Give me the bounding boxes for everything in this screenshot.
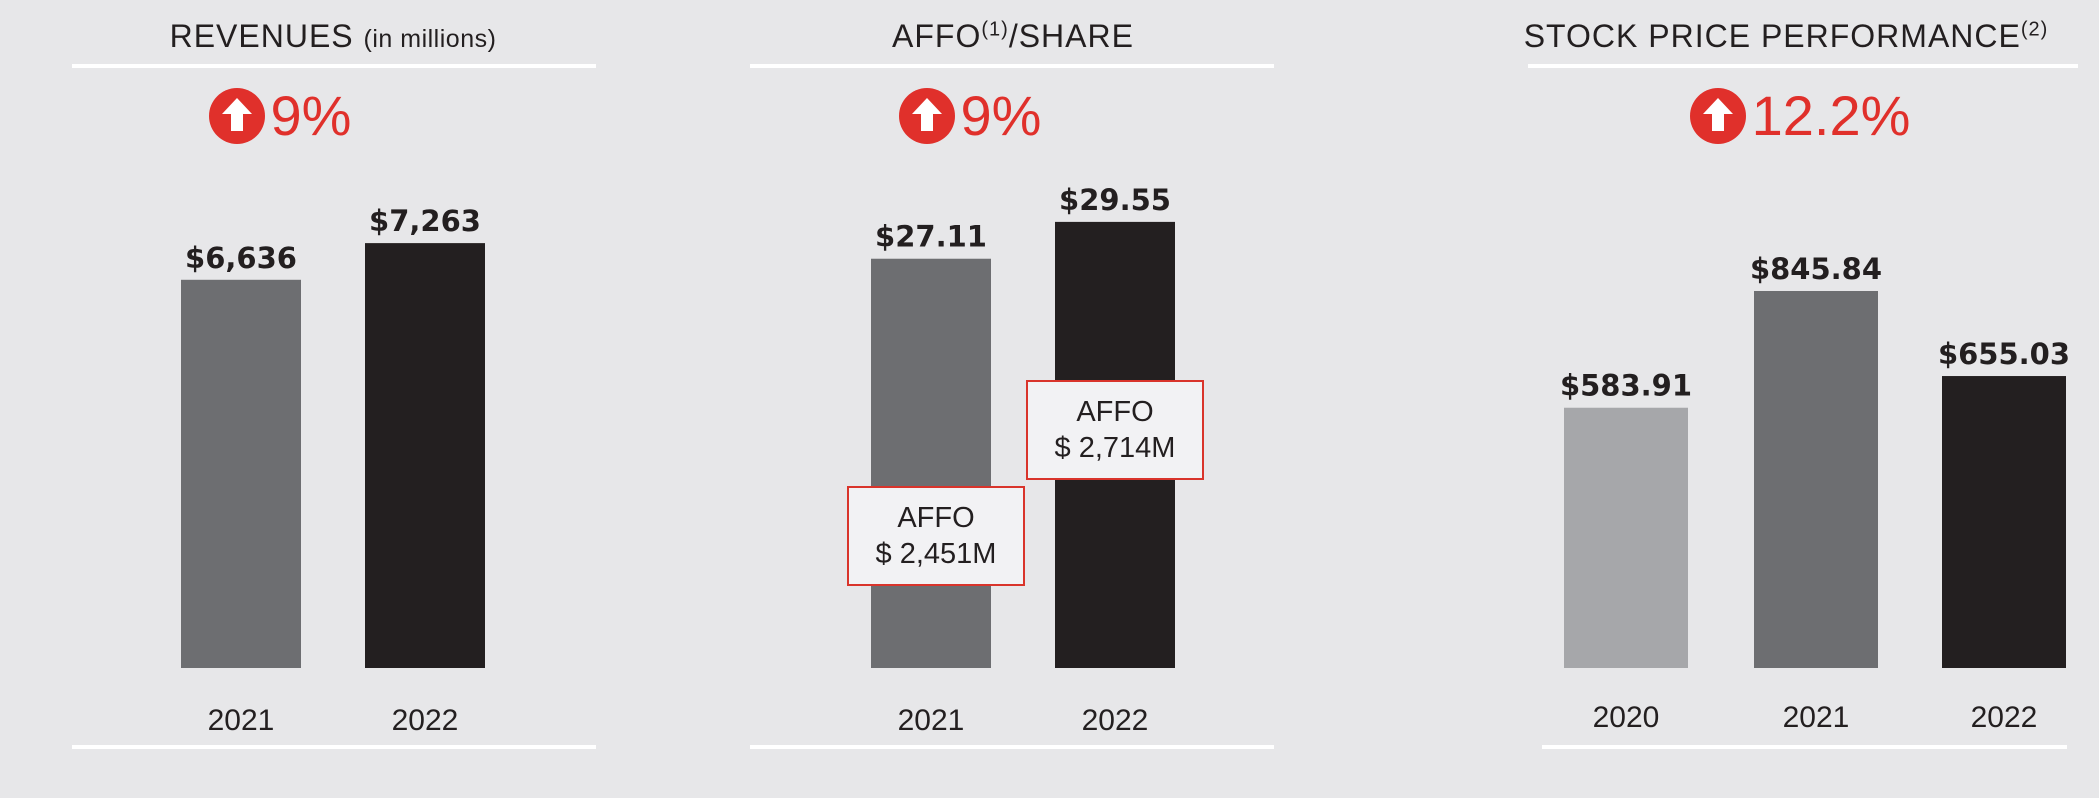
affo-growth-value: 9% <box>960 84 1042 147</box>
affo-bar-chart: $27.11 2021 $29.55 2022 <box>871 183 1175 737</box>
revenues-bar-2022 <box>365 243 485 668</box>
revenues-growth-value: 9% <box>270 84 352 147</box>
affo-2022-callout-value: $ 2,714M <box>1054 432 1176 464</box>
revenues-tick-label-2022: 2022 <box>392 704 459 737</box>
stock-bar-chart: $583.91 2020 $845.84 2021 $655.03 2022 <box>1560 252 2070 734</box>
affo-2022-callout: AFFO $ 2,714M <box>1026 380 1204 480</box>
affo-top-rule <box>750 64 1274 68</box>
stock-value-label-2022: $655.03 <box>1938 337 2070 371</box>
affo-bar-2021 <box>871 258 991 668</box>
affo-bottom-rule <box>750 745 1274 749</box>
affo-value-label-2021: $27.11 <box>875 220 987 254</box>
revenues-bar-chart: $6,636 2021 $7,263 2022 <box>181 204 485 737</box>
revenues-bottom-rule <box>72 745 596 749</box>
affo-value-label-2022: $29.55 <box>1059 183 1171 217</box>
stock-bar-2022 <box>1942 376 2066 668</box>
affo-title: AFFO(1)/SHARE <box>750 18 1276 55</box>
revenues-panel: REVENUES (in millions) 9% $6,636 2021 $7,2… <box>0 0 660 798</box>
stock-tick-label-2022: 2022 <box>1971 701 2038 734</box>
stock-bottom-rule <box>1542 745 2067 749</box>
affo-panel: AFFO(1)/SHARE 9% $27.11 2021 $29.55 2022 AF… <box>690 0 1350 798</box>
affo-2022-callout-label: AFFO <box>1076 396 1154 428</box>
stock-top-rule <box>1528 64 2078 68</box>
affo-2021-callout: AFFO $ 2,451M <box>847 486 1025 586</box>
stock-growth: 12.2% <box>1650 86 1950 146</box>
revenues-value-label-2021: $6,636 <box>185 241 297 275</box>
stock-value-label-2021: $845.84 <box>1750 252 1882 286</box>
affo-tick-label-2022: 2022 <box>1082 704 1149 737</box>
revenues-title: REVENUES (in millions) <box>70 18 596 55</box>
revenues-title-note: (in millions) <box>363 25 497 53</box>
stock-bar-2021 <box>1754 290 1878 668</box>
arrow-up-circle-icon <box>898 88 955 144</box>
stock-title: STOCK PRICE PERFORMANCE(2) <box>1490 18 2082 55</box>
stock-title-sup: (2) <box>2020 18 2049 41</box>
revenues-tick-label-2021: 2021 <box>208 704 275 737</box>
revenues-top-rule <box>72 64 596 68</box>
arrow-up-circle-icon <box>1689 88 1746 144</box>
revenues-bar-2021 <box>181 279 301 668</box>
revenues-growth: 9% <box>130 86 430 146</box>
affo-2021-callout-label: AFFO <box>897 502 975 534</box>
affo-title-sup: (1) <box>981 18 1009 41</box>
affo-growth: 9% <box>820 86 1120 146</box>
affo-title-text: AFFO <box>892 18 982 54</box>
revenues-title-text: REVENUES <box>169 18 354 54</box>
stock-title-text: STOCK PRICE PERFORMANCE <box>1523 18 2021 54</box>
affo-2021-callout-value: $ 2,451M <box>875 538 997 570</box>
affo-tick-label-2021: 2021 <box>898 704 965 737</box>
stock-value-label-2020: $583.91 <box>1560 369 1692 403</box>
stock-growth-value: 12.2% <box>1751 84 1911 147</box>
stock-panel: STOCK PRICE PERFORMANCE(2) 12.2% $583.91… <box>1500 0 2099 798</box>
revenues-value-label-2022: $7,263 <box>369 204 481 238</box>
stock-tick-label-2021: 2021 <box>1783 701 1850 734</box>
arrow-up-circle-icon <box>208 88 265 144</box>
stock-tick-label-2020: 2020 <box>1593 701 1660 734</box>
stock-bar-2020 <box>1564 407 1688 668</box>
affo-title-suffix: /SHARE <box>1008 18 1134 54</box>
